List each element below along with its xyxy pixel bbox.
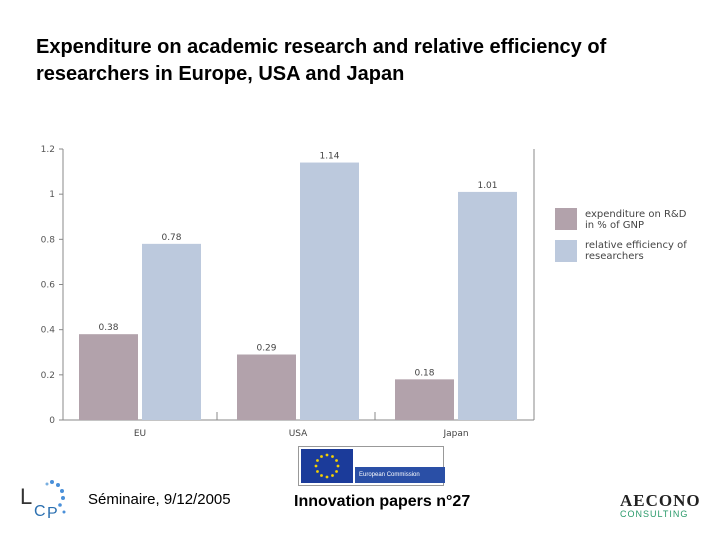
legend-label-2: relative efficiency of bbox=[585, 240, 687, 251]
bar-japan-series2 bbox=[458, 191, 517, 420]
eu-star-icon bbox=[316, 459, 319, 462]
eu-star-icon bbox=[320, 455, 323, 458]
eu-star-icon bbox=[325, 453, 329, 457]
eu-star-icon bbox=[314, 464, 318, 468]
legend-swatch-efficiency bbox=[555, 240, 577, 262]
bar-eu-series1 bbox=[79, 334, 138, 420]
eu-star-icon bbox=[335, 470, 338, 473]
y-tick-label: 0.4 bbox=[41, 326, 56, 336]
x-category-label: USA bbox=[289, 429, 308, 439]
eu-flag-icon bbox=[301, 449, 353, 483]
data-label: 0.78 bbox=[161, 233, 181, 243]
data-label: 0.18 bbox=[414, 368, 434, 378]
legend-label-2: researchers bbox=[585, 251, 644, 262]
eu-star-icon bbox=[331, 474, 334, 477]
aecono-logo-sub: CONSULTING bbox=[620, 509, 689, 519]
aecono-logo: AECONO CONSULTING bbox=[620, 492, 701, 520]
y-tick-label: 1 bbox=[49, 190, 55, 200]
bar-chart: 0 0.2 0.4 0.6 0.8 1 1.2 0.38 0.78 EU 0.29 1.14 USA 0.… bbox=[41, 145, 688, 439]
svg-text:L: L bbox=[20, 484, 32, 509]
legend-swatch-expenditure bbox=[555, 208, 577, 230]
european-commission-logo: European Commission bbox=[298, 446, 445, 486]
eu-star-icon bbox=[335, 459, 338, 462]
data-label: 1.01 bbox=[477, 181, 497, 191]
eu-star-icon bbox=[325, 475, 329, 479]
bar-japan-series1 bbox=[395, 379, 454, 420]
x-category-label: EU bbox=[134, 429, 146, 439]
data-label: 0.38 bbox=[98, 323, 118, 333]
seminar-date: Séminaire, 9/12/2005 bbox=[88, 491, 231, 508]
chart-title: Expenditure on academic research and rel… bbox=[36, 36, 607, 85]
innovation-papers: Innovation papers n°27 bbox=[294, 493, 471, 510]
y-tick-label: 0 bbox=[49, 416, 55, 426]
bar-usa-series1 bbox=[237, 354, 296, 420]
data-label: 0.29 bbox=[256, 344, 276, 354]
svg-text:P: P bbox=[47, 505, 58, 522]
eu-star-icon bbox=[331, 455, 334, 458]
x-category-label: Japan bbox=[442, 429, 468, 439]
eu-star-icon bbox=[336, 464, 340, 468]
y-tick-label: 0.8 bbox=[41, 235, 56, 245]
data-label: 1.14 bbox=[319, 152, 339, 162]
ec-label: European Commission bbox=[355, 467, 445, 483]
y-tick-label: 1.2 bbox=[41, 145, 55, 155]
eu-star-icon bbox=[320, 474, 323, 477]
eu-star-icon bbox=[316, 470, 319, 473]
y-tick-label: 0.2 bbox=[41, 371, 55, 381]
legend-label-1: expenditure on R&D bbox=[585, 209, 687, 220]
lcp-logo: L C P bbox=[20, 480, 66, 522]
bar-usa-series2 bbox=[300, 162, 359, 421]
svg-text:C: C bbox=[34, 503, 46, 520]
y-tick-label: 0.6 bbox=[41, 281, 56, 291]
bar-eu-series2 bbox=[142, 243, 201, 420]
aecono-logo-main: AECONO bbox=[620, 491, 701, 510]
legend-label-1: in % of GNP bbox=[585, 220, 644, 231]
